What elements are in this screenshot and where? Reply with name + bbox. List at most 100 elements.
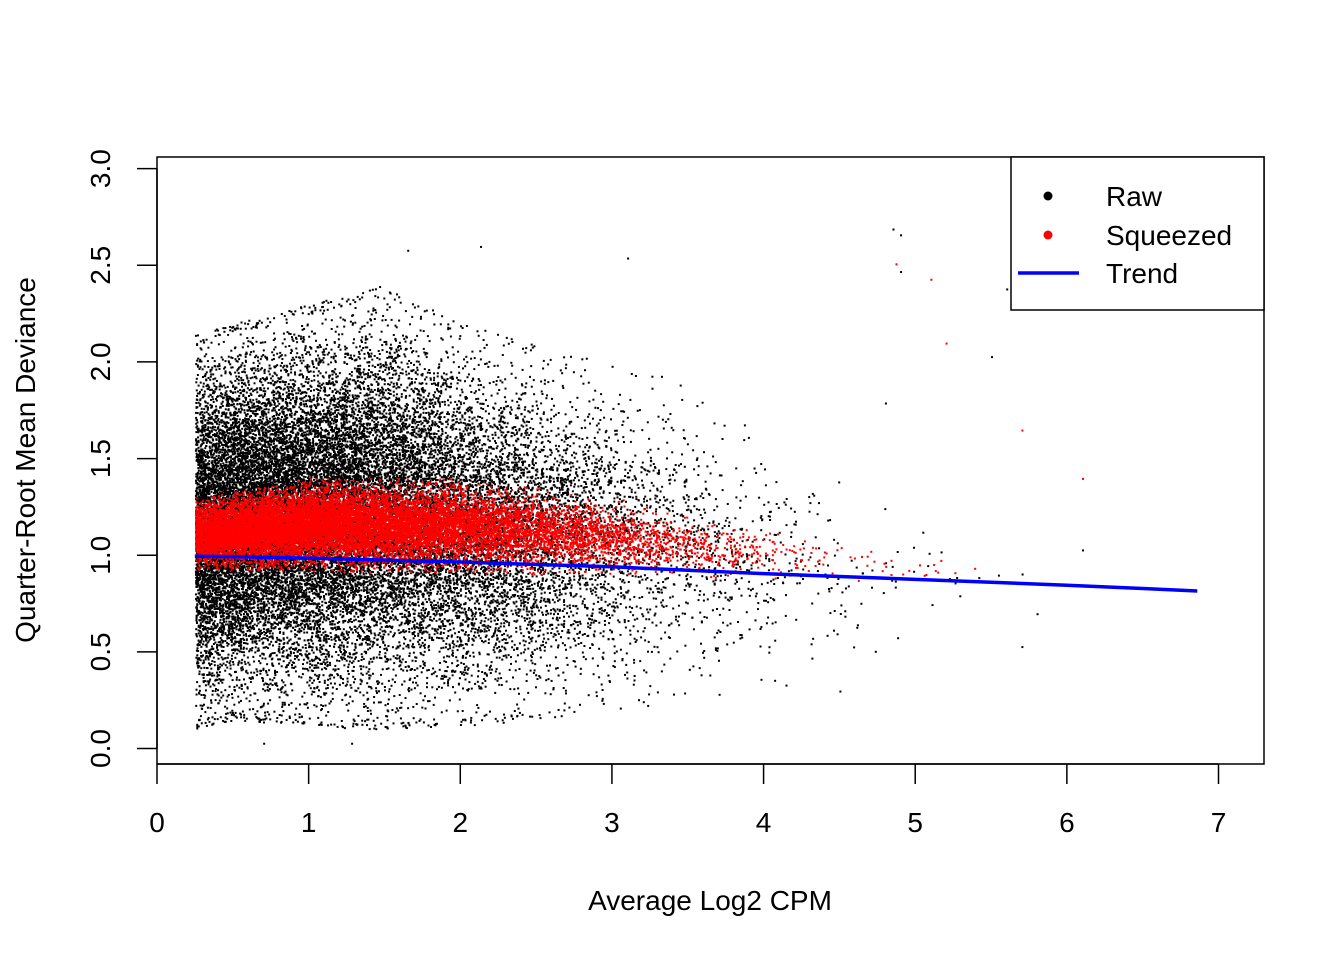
data-point xyxy=(243,409,245,411)
data-point xyxy=(698,525,700,527)
data-point xyxy=(325,619,327,621)
data-point xyxy=(540,645,542,647)
data-point xyxy=(594,407,596,409)
data-point xyxy=(279,696,281,698)
data-point xyxy=(416,579,418,581)
data-point xyxy=(296,422,298,424)
data-point xyxy=(379,436,381,438)
data-point xyxy=(342,678,344,680)
data-point xyxy=(520,600,522,602)
data-point xyxy=(871,570,873,572)
data-point xyxy=(200,715,202,717)
data-point xyxy=(445,585,447,587)
data-point xyxy=(302,668,304,670)
data-point xyxy=(371,353,373,355)
data-point xyxy=(237,664,239,666)
data-point xyxy=(741,634,743,636)
data-point xyxy=(429,425,431,427)
data-point xyxy=(542,641,544,643)
data-point xyxy=(367,649,369,651)
data-point xyxy=(708,522,710,524)
data-point xyxy=(393,334,395,336)
data-point xyxy=(296,364,298,366)
data-point xyxy=(648,618,650,620)
data-point xyxy=(363,703,365,705)
data-point xyxy=(208,377,210,379)
data-point xyxy=(200,622,202,624)
data-point xyxy=(739,507,741,509)
data-point xyxy=(223,341,225,343)
data-point xyxy=(321,404,323,406)
data-point xyxy=(537,630,539,632)
data-point xyxy=(447,442,449,444)
data-point xyxy=(304,703,306,705)
data-point xyxy=(242,362,244,364)
data-point xyxy=(313,680,315,682)
data-point xyxy=(573,433,575,435)
data-point xyxy=(765,484,767,486)
data-point xyxy=(522,444,524,446)
data-point xyxy=(223,331,225,333)
data-point xyxy=(529,585,531,587)
data-point xyxy=(714,531,716,533)
data-point xyxy=(607,604,609,606)
data-point xyxy=(559,489,561,491)
data-point xyxy=(709,675,711,677)
data-point xyxy=(627,570,629,572)
data-point xyxy=(544,650,546,652)
data-point xyxy=(407,441,409,443)
data-point xyxy=(250,694,252,696)
data-point xyxy=(555,414,557,416)
data-point xyxy=(802,578,804,580)
data-point xyxy=(461,721,463,723)
data-point xyxy=(474,615,476,617)
data-point xyxy=(253,362,255,364)
data-point xyxy=(391,319,393,321)
data-point xyxy=(203,667,205,669)
data-point xyxy=(229,329,231,331)
data-point xyxy=(290,399,292,401)
data-point xyxy=(334,442,336,444)
data-point xyxy=(207,632,209,634)
data-point xyxy=(338,338,340,340)
data-point xyxy=(569,401,571,403)
data-point xyxy=(361,720,363,722)
data-point xyxy=(460,662,462,664)
data-point xyxy=(365,642,367,644)
data-point xyxy=(202,386,204,388)
data-point xyxy=(238,395,240,397)
data-point xyxy=(441,687,443,689)
data-point xyxy=(354,422,356,424)
data-point xyxy=(204,650,206,652)
data-point xyxy=(363,580,365,582)
data-point xyxy=(311,401,313,403)
data-point xyxy=(473,656,475,658)
data-point xyxy=(346,465,348,467)
data-point xyxy=(706,617,708,619)
data-point xyxy=(291,412,293,414)
data-point xyxy=(634,455,636,457)
data-point xyxy=(366,682,368,684)
data-point xyxy=(627,509,629,511)
data-point xyxy=(499,424,501,426)
data-point xyxy=(426,677,428,679)
data-point xyxy=(399,655,401,657)
data-point xyxy=(379,353,381,355)
data-point xyxy=(376,692,378,694)
data-point xyxy=(481,489,483,491)
data-point xyxy=(662,599,664,601)
data-point xyxy=(304,572,306,574)
data-point xyxy=(295,424,297,426)
data-point xyxy=(502,583,504,585)
data-point xyxy=(392,646,394,648)
data-point xyxy=(329,664,331,666)
data-point xyxy=(350,355,352,357)
data-point xyxy=(413,414,415,416)
data-point xyxy=(456,645,458,647)
data-point xyxy=(244,720,246,722)
data-point xyxy=(268,714,270,716)
data-point xyxy=(527,692,529,694)
data-point xyxy=(694,534,696,536)
data-point xyxy=(588,413,590,415)
data-point xyxy=(785,594,787,596)
